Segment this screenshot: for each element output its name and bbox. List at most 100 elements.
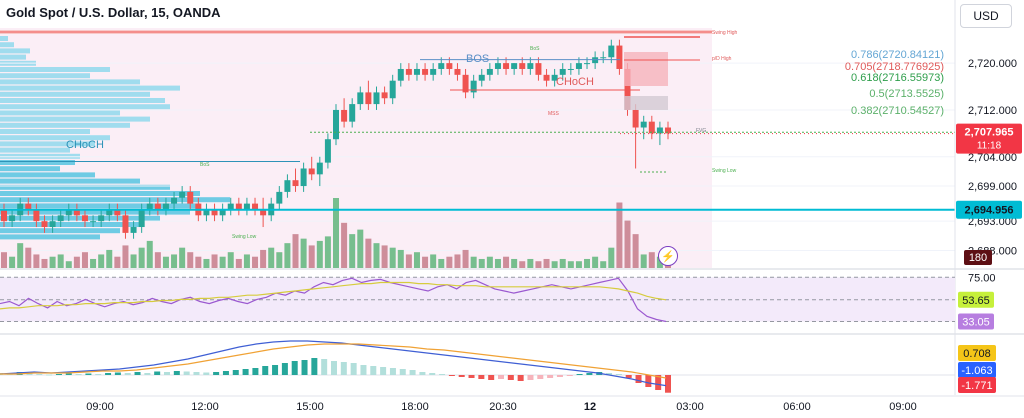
macd-value-label: 0.708	[963, 348, 991, 360]
volume-profile-bar	[0, 122, 130, 128]
macd-histogram-bar	[281, 363, 288, 375]
macd-histogram-bar	[409, 370, 416, 375]
candle-body	[575, 63, 582, 69]
volume-bar	[478, 258, 485, 268]
candle-body	[203, 209, 210, 216]
macd-histogram-bar	[164, 372, 170, 375]
macd-histogram-bar	[547, 375, 554, 378]
macd-histogram-bar	[665, 375, 671, 393]
macd-histogram-bar	[134, 372, 141, 375]
macd-histogram-bar	[340, 362, 347, 375]
volume-profile-bar	[0, 160, 75, 165]
volume-bar	[33, 254, 40, 268]
macd-histogram-bar	[478, 375, 485, 379]
candle-body	[154, 203, 161, 210]
macd-histogram-bar	[439, 374, 446, 375]
x-axis-tick-label: 03:00	[676, 401, 704, 413]
candle-body	[389, 80, 396, 99]
volume-bar	[422, 256, 429, 268]
macd-histogram-bar	[645, 375, 652, 387]
chart-annotation: Swing Low	[232, 234, 257, 240]
candle-body	[519, 63, 526, 69]
volume-profile-bar	[0, 91, 150, 97]
macd-histogram-bar	[291, 361, 298, 375]
macd-histogram-bar	[606, 373, 613, 375]
candle-body	[551, 74, 558, 81]
candle-body	[81, 215, 88, 222]
chart-annotation: BoS	[200, 162, 210, 168]
volume-bar	[243, 254, 250, 268]
volume-bar	[25, 247, 32, 268]
volume-profile-bar	[0, 178, 140, 184]
macd-histogram-bar	[46, 374, 53, 376]
last-price-badge	[956, 123, 1022, 154]
fvg-zone	[624, 96, 668, 110]
currency-button[interactable]: USD	[960, 4, 1012, 28]
candle-body	[122, 215, 129, 233]
volume-bar	[316, 240, 323, 268]
candle-body	[219, 209, 226, 216]
volume-bar	[389, 247, 396, 268]
candle-body	[90, 221, 97, 223]
candle-body	[486, 68, 493, 75]
volume-profile-bar	[0, 141, 95, 147]
macd-histogram-bar	[222, 371, 229, 375]
volume-bar	[519, 261, 526, 268]
support-price-value: 2,694.956	[965, 205, 1014, 217]
candle-body	[640, 121, 647, 128]
macd-histogram-bar	[517, 375, 524, 381]
candle-body	[243, 203, 250, 210]
oscillator-value-label: 33.05	[962, 317, 990, 329]
volume-profile-bar	[0, 54, 26, 60]
candle-body	[430, 68, 437, 75]
candle-body	[276, 191, 283, 204]
volume-profile-bar	[0, 104, 170, 110]
chart-annotation: Swing High	[712, 30, 738, 36]
macd-histogram-bar	[242, 369, 249, 375]
lightning-icon[interactable]: ⚡	[658, 246, 678, 266]
volume-bar	[211, 254, 218, 268]
indicator-value-badge: 180	[964, 250, 992, 265]
chart-annotation: MSS	[548, 111, 560, 117]
fib-level-label: 0.705(2718.776925)	[845, 61, 944, 73]
volume-bar	[357, 229, 364, 268]
volume-bar	[584, 258, 591, 268]
fib-level-label: 0.5(2713.5525)	[869, 88, 944, 100]
candle-body	[357, 92, 364, 105]
macd-histogram-bar	[193, 372, 200, 375]
volume-bar	[227, 252, 234, 268]
macd-histogram-bar	[262, 366, 269, 375]
candle-body	[494, 63, 501, 69]
macd-histogram-bar	[203, 372, 210, 375]
candle-body	[65, 209, 72, 216]
volume-bar	[98, 254, 105, 268]
volume-bar	[543, 258, 550, 268]
candle-body	[648, 121, 655, 134]
macd-histogram-bar	[537, 375, 544, 379]
macd-histogram-bar	[370, 366, 377, 375]
candle-body	[381, 92, 388, 99]
candle-body	[349, 104, 356, 122]
volume-bar	[333, 198, 339, 268]
volume-bar	[276, 252, 283, 268]
volume-bar	[81, 252, 88, 268]
volume-profile-bar	[0, 79, 140, 85]
supply-zone	[624, 52, 668, 86]
volume-bar	[179, 247, 186, 268]
chart-annotation: Swing Low	[712, 168, 737, 174]
candle-body	[284, 180, 291, 192]
macd-histogram-bar	[635, 375, 642, 383]
volume-bar	[405, 254, 412, 268]
macd-histogram-bar	[448, 375, 455, 376]
macd-histogram-bar	[625, 375, 632, 378]
volume-bar	[486, 256, 493, 268]
session-highlight	[0, 28, 712, 268]
candle-body	[365, 92, 372, 105]
oscillator-series-line	[0, 277, 667, 323]
macd-histogram-bar	[360, 365, 367, 375]
volume-profile-bar	[0, 184, 170, 190]
macd-histogram-bar	[213, 372, 220, 375]
candle-body	[584, 63, 591, 65]
candle-body	[1, 209, 7, 222]
